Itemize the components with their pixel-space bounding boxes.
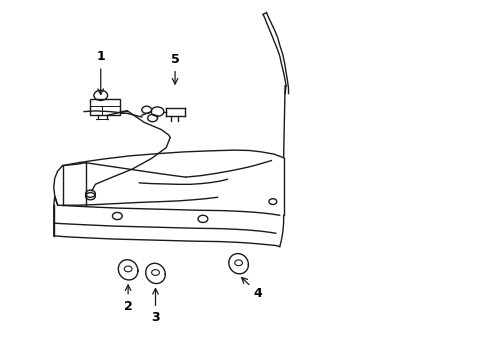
Text: 2: 2 — [123, 285, 132, 312]
Text: 3: 3 — [151, 289, 160, 324]
Text: 4: 4 — [241, 278, 262, 300]
Text: 1: 1 — [96, 50, 105, 94]
FancyBboxPatch shape — [90, 99, 120, 115]
Text: 5: 5 — [170, 53, 179, 84]
